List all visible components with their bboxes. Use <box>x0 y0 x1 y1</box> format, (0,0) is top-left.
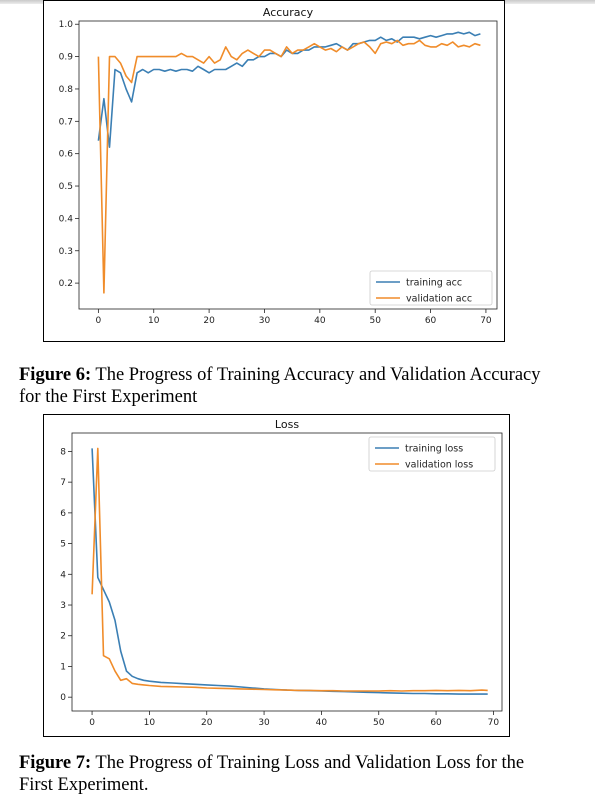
x-tick-label: 20 <box>201 718 213 728</box>
x-tick-label: 0 <box>89 718 95 728</box>
x-tick-label: 60 <box>430 718 442 728</box>
y-tick-label: 6 <box>60 509 66 519</box>
legend-box <box>368 436 496 472</box>
plot-area-frame <box>71 432 503 712</box>
y-tick-label: 0.9 <box>59 53 74 63</box>
figure-6-caption: Figure 6: The Progress of Training Accur… <box>19 364 559 408</box>
y-tick-label: 8 <box>60 447 66 457</box>
accuracy-figure: Accuracy 0 10 20 30 40 50 60 70 0.2 0.3 0.4 0.5 0.6 0.… <box>43 0 505 342</box>
y-tick-label: 0.2 <box>59 279 73 289</box>
x-tick-label: 50 <box>369 316 381 326</box>
x-tick-label: 70 <box>488 718 500 728</box>
chart-legend: training loss validation loss <box>368 436 496 472</box>
x-tick-label: 40 <box>314 316 326 326</box>
y-tick-label: 0.5 <box>59 182 73 192</box>
figure-7-label: Figure 7: <box>19 753 92 773</box>
figure-7-caption-text: The Progress of Training Loss and Valida… <box>19 753 525 795</box>
y-tick-label: 2 <box>60 632 66 642</box>
validation-acc-line <box>97 39 481 294</box>
legend-label: training loss <box>405 444 463 455</box>
legend-label: validation loss <box>405 460 473 471</box>
x-tick-label: 20 <box>203 316 215 326</box>
validation-loss-line <box>91 447 488 692</box>
figure-6-label: Figure 6: <box>19 365 92 385</box>
plot-area-frame <box>78 20 498 310</box>
legend-label: validation acc <box>406 294 472 305</box>
y-tick-label: 1.0 <box>59 20 74 30</box>
y-tick-label: 0 <box>60 693 66 703</box>
y-tick-label: 3 <box>60 601 66 611</box>
loss-figure: Loss 0 10 20 30 40 50 60 70 0 1 2 3 4 5 6 7 8 training los… <box>43 414 510 737</box>
loss-chart-svg: Loss 0 10 20 30 40 50 60 70 0 1 2 3 4 5 6 7 8 training los… <box>60 418 503 728</box>
y-tick-label: 5 <box>60 540 66 550</box>
legend-label: training acc <box>406 278 462 289</box>
x-tick-label: 0 <box>96 316 102 326</box>
chart-title: Loss <box>275 418 299 431</box>
y-tick-label: 7 <box>60 478 66 488</box>
training-loss-line <box>91 448 488 695</box>
chart-legend: training acc validation acc <box>369 270 493 306</box>
x-tick-label: 30 <box>258 718 270 728</box>
x-tick-label: 10 <box>148 316 160 326</box>
y-tick-label: 0.4 <box>59 214 74 224</box>
x-tick-label: 60 <box>425 316 437 326</box>
y-tick-label: 0.6 <box>59 150 74 160</box>
figure-6-caption-text: The Progress of Training Accuracy and Va… <box>19 365 541 407</box>
x-tick-label: 30 <box>259 316 271 326</box>
y-tick-label: 0.7 <box>59 117 73 127</box>
x-tick-label: 40 <box>316 718 328 728</box>
y-tick-label: 0.8 <box>59 85 74 95</box>
y-tick-label: 1 <box>60 662 66 672</box>
x-tick-label: 10 <box>144 718 156 728</box>
y-tick-label: 0.3 <box>59 247 73 257</box>
x-tick-label: 70 <box>480 316 492 326</box>
x-tick-label: 50 <box>373 718 385 728</box>
accuracy-chart-svg: Accuracy 0 10 20 30 40 50 60 70 0.2 0.3 0.4 0.5 0.6 0.… <box>59 6 498 326</box>
legend-box <box>369 270 493 306</box>
chart-title: Accuracy <box>263 6 314 19</box>
figure-7-caption: Figure 7: The Progress of Training Loss … <box>19 752 559 796</box>
y-tick-label: 4 <box>60 570 66 580</box>
training-acc-line <box>97 31 481 148</box>
